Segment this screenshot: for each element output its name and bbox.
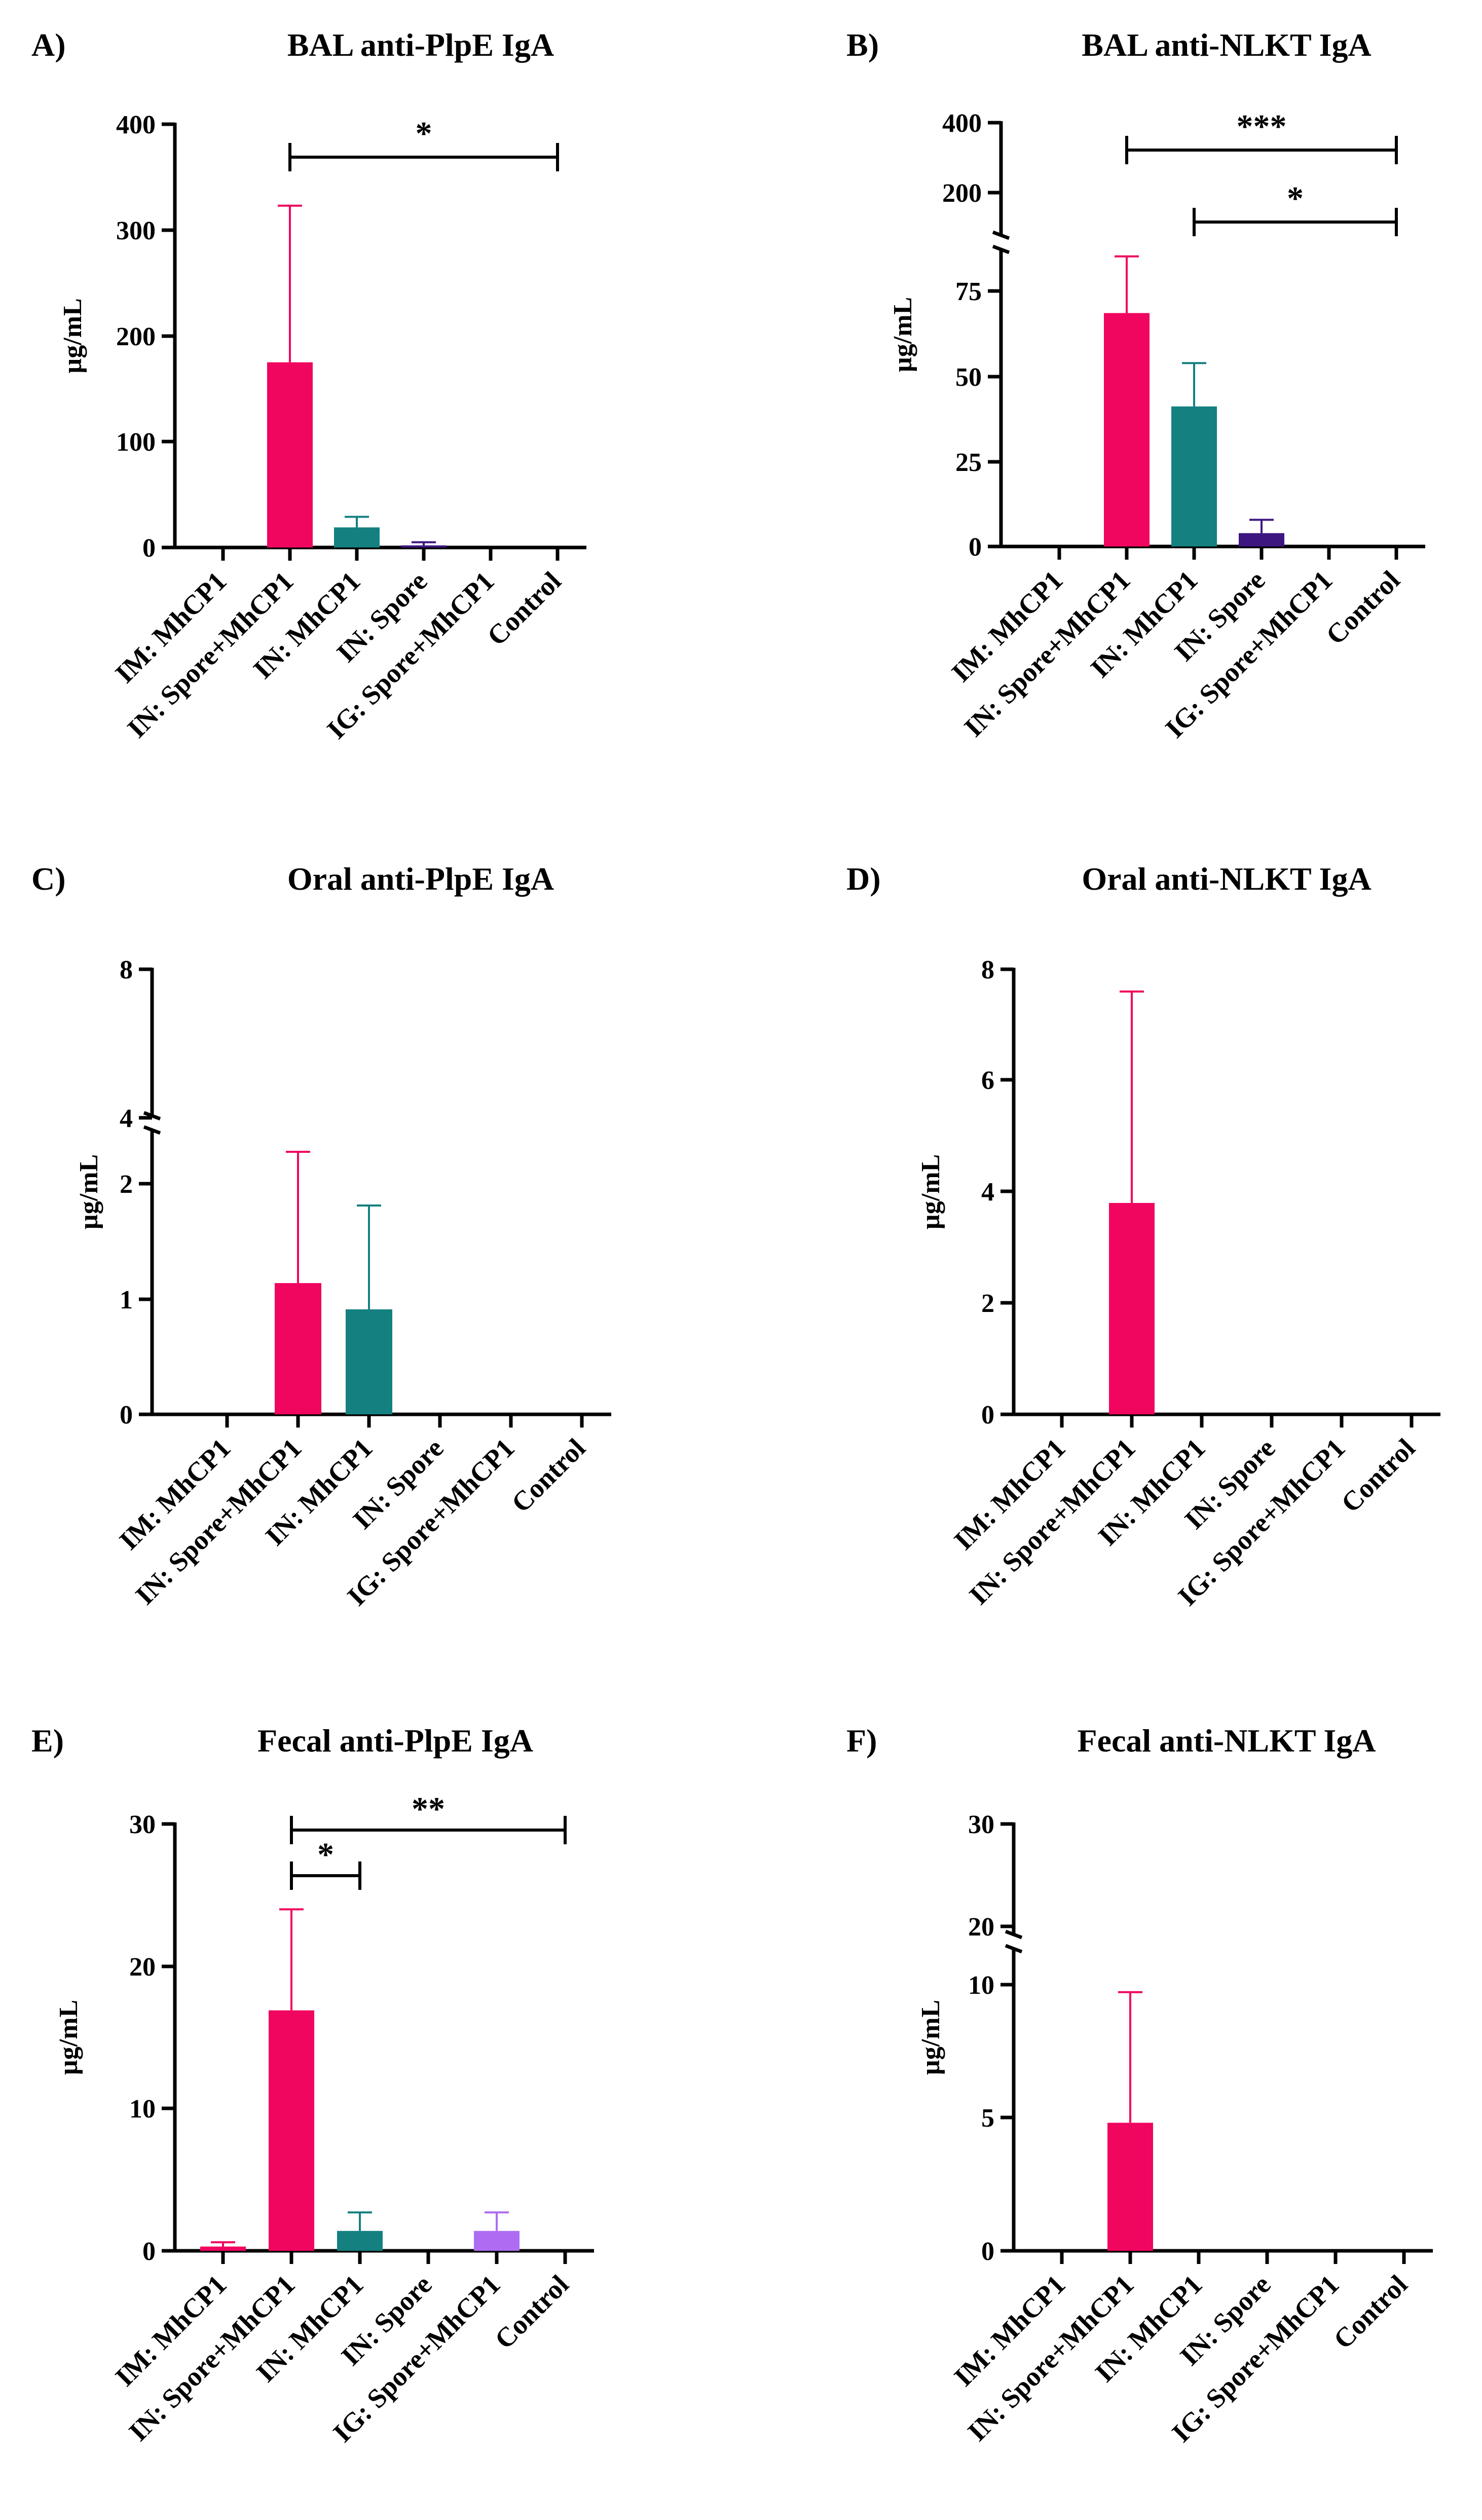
- y-tick-label: 30: [968, 1810, 994, 1839]
- x-tick-label: Control: [1335, 1433, 1421, 1518]
- y-tick-label: 8: [981, 956, 994, 984]
- axis-break-mark: [1005, 1944, 1023, 1954]
- y-axis-label: µg/mL: [888, 297, 917, 372]
- y-tick-label: 100: [116, 428, 156, 457]
- y-tick-label: 6: [981, 1066, 994, 1095]
- y-tick-label: 300: [116, 216, 156, 245]
- bar: [1107, 2123, 1153, 2251]
- y-tick-label: 4: [120, 1104, 133, 1133]
- panel-a: A) BAL anti-PlpE IgAµg/mL0100200300400IM:…: [31, 27, 586, 745]
- y-tick-label: 200: [116, 322, 156, 351]
- bar: [1109, 1202, 1155, 1414]
- chart-title: Fecal anti-PlpE IgA: [257, 1723, 533, 1759]
- chart-title: BAL anti-PlpE IgA: [287, 27, 554, 63]
- y-tick-label: 400: [116, 111, 156, 139]
- chart-title: Oral anti-NLKT IgA: [1082, 861, 1371, 897]
- y-tick-label: 200: [942, 179, 982, 208]
- panel-letter: A): [31, 27, 66, 63]
- y-tick-label: 0: [981, 1401, 994, 1430]
- panel-letter: E): [31, 1723, 64, 1759]
- y-tick-label: 75: [955, 277, 982, 306]
- y-tick-label: 20: [968, 1913, 994, 1942]
- panel-b: B) BAL anti-NLKT IgAµg/mL0255075200400IM:…: [846, 27, 1425, 744]
- y-tick-label: 0: [142, 2237, 156, 2266]
- x-tick-label: Control: [1327, 2269, 1413, 2355]
- y-tick-label: 0: [981, 2237, 994, 2266]
- y-tick-label: 4: [981, 1178, 994, 1207]
- y-tick-label: 10: [129, 2095, 156, 2124]
- y-axis-label: µg/mL: [75, 1154, 103, 1229]
- y-tick-label: 50: [955, 363, 982, 392]
- y-tick-label: 0: [969, 533, 982, 562]
- bar: [334, 527, 380, 547]
- y-axis-label: µg/mL: [916, 1154, 945, 1229]
- bar: [1171, 406, 1217, 546]
- bar: [337, 2231, 383, 2251]
- panel-letter: F): [846, 1723, 877, 1759]
- significance-label: ***: [1237, 108, 1287, 145]
- y-tick-label: 1: [120, 1286, 133, 1314]
- bar: [401, 545, 447, 547]
- bar: [1104, 313, 1150, 546]
- y-tick-label: 2: [981, 1289, 994, 1318]
- y-tick-label: 2: [120, 1170, 133, 1199]
- panel-letter: C): [31, 861, 66, 897]
- chart-title: Oral anti-PlpE IgA: [287, 861, 554, 897]
- bar: [275, 1283, 321, 1414]
- bar: [200, 2246, 246, 2251]
- y-tick-label: 8: [120, 956, 133, 984]
- x-tick-label: Control: [481, 566, 567, 651]
- panel-letter: D): [846, 861, 881, 897]
- axis-break-mark: [143, 1125, 161, 1135]
- bar: [269, 2010, 314, 2251]
- y-tick-label: 20: [129, 1953, 156, 1982]
- y-tick-label: 400: [942, 109, 982, 138]
- bar: [346, 1309, 392, 1414]
- significance-label: *: [317, 1836, 334, 1873]
- y-axis-label: µg/mL: [58, 298, 87, 373]
- axis-break-mark: [1005, 1929, 1023, 1940]
- y-tick-label: 30: [129, 1810, 156, 1839]
- significance-label: **: [412, 1791, 445, 1828]
- y-axis-label: µg/mL: [916, 2000, 945, 2075]
- axis-break-mark: [992, 230, 1010, 240]
- chart-title: Fecal anti-NLKT IgA: [1077, 1723, 1376, 1759]
- y-tick-label: 5: [981, 2104, 994, 2133]
- x-tick-label: Control: [489, 2269, 574, 2355]
- bar: [267, 362, 313, 547]
- panel-letter: B): [846, 27, 879, 63]
- x-tick-label: Control: [505, 1433, 591, 1518]
- y-tick-label: 10: [968, 1971, 994, 2000]
- y-tick-label: 0: [120, 1401, 133, 1430]
- chart-title: BAL anti-NLKT IgA: [1082, 27, 1371, 63]
- y-axis-label: µg/mL: [54, 2000, 83, 2075]
- significance-label: *: [416, 115, 432, 152]
- axis-break-mark: [992, 244, 1010, 254]
- bar: [1239, 533, 1284, 546]
- y-tick-label: 0: [142, 534, 156, 563]
- x-tick-label: Control: [1320, 565, 1405, 650]
- bar: [474, 2231, 520, 2251]
- significance-label: *: [1287, 180, 1304, 217]
- axis-break-mark: [143, 1111, 161, 1121]
- y-tick-label: 25: [955, 448, 982, 477]
